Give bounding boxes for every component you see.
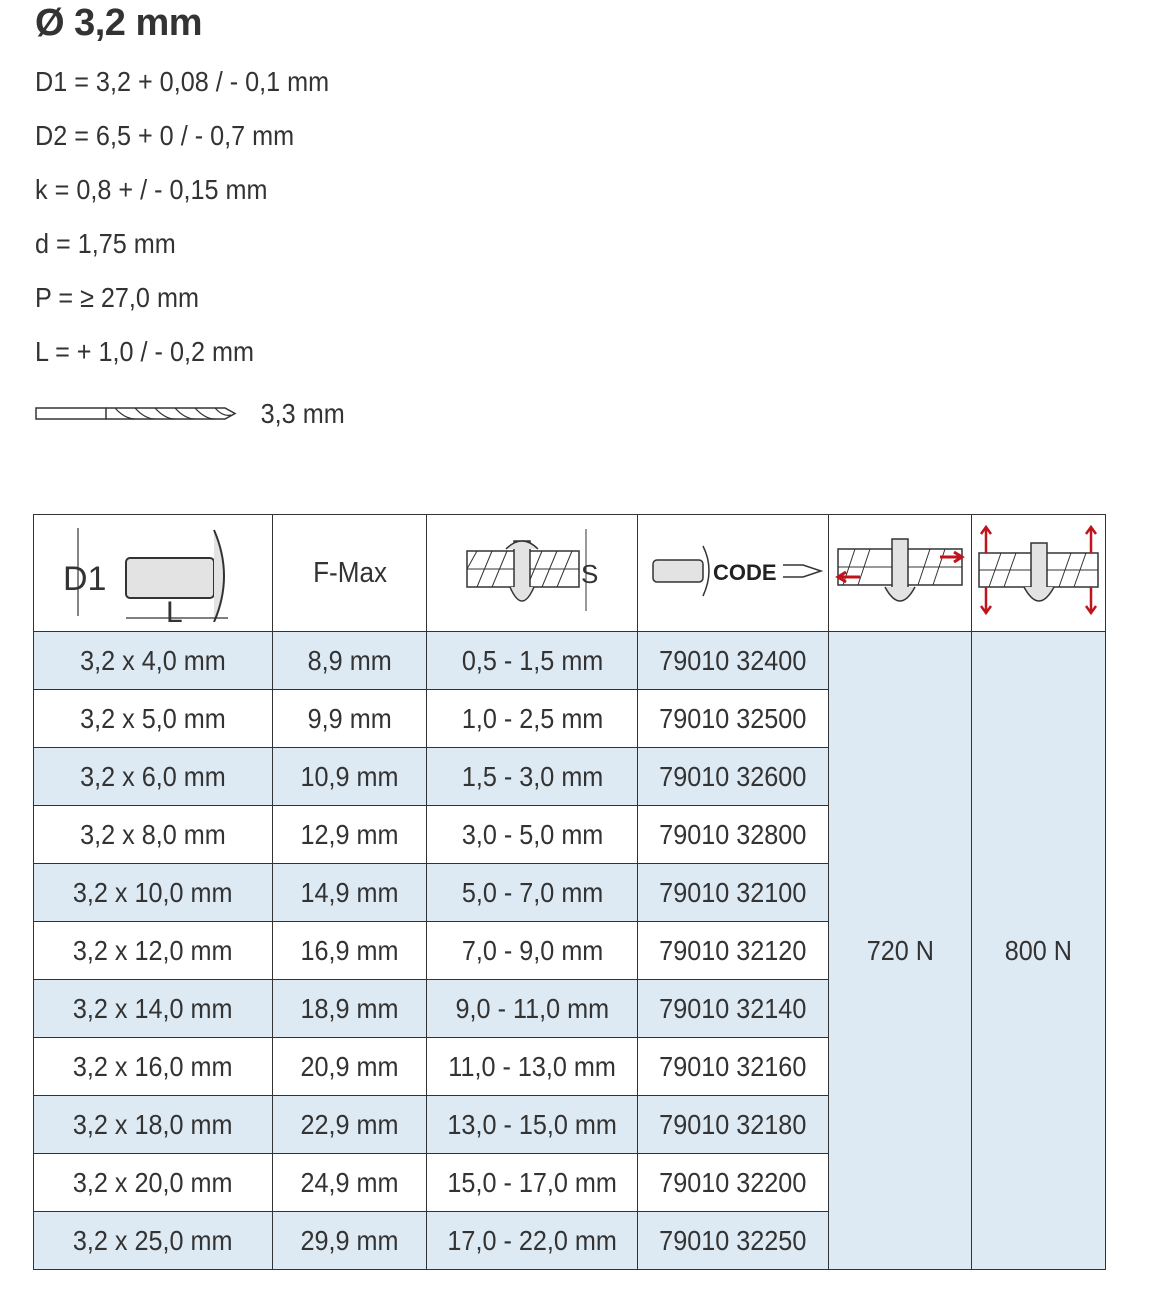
- cell-grip-range: 15,0 - 17,0 mm: [426, 1153, 639, 1212]
- cell-size: 3,2 x 14,0 mm: [33, 979, 273, 1038]
- cell-fmax: 16,9 mm: [271, 921, 428, 980]
- spec-line: L = + 1,0 / - 0,2 mm: [35, 336, 254, 367]
- cell-size: 3,2 x 12,0 mm: [33, 921, 273, 980]
- cell-fmax: 18,9 mm: [271, 979, 428, 1038]
- table-row: 3,2 x 20,0 mm 24,9 mm 15,0 - 17,0 mm 79010 …: [33, 1153, 1106, 1212]
- table-row: 3,2 x 16,0 mm 20,9 mm 11,0 - 13,0 mm 79010 …: [33, 1037, 1106, 1096]
- drill-bit-icon: [35, 407, 237, 420]
- rivet-dimension-icon: D1 L: [63, 527, 228, 629]
- table-row: 3,2 x 10,0 mm 14,9 mm 5,0 - 7,0 mm 79010 32…: [33, 863, 1106, 922]
- svg-text:L: L: [166, 596, 183, 622]
- cell-fmax: 29,9 mm: [271, 1211, 428, 1270]
- rivet-code-icon: CODE: [652, 545, 824, 596]
- table-row: 3,2 x 25,0 mm 29,9 mm 17,0 - 22,0 mm 79010 …: [33, 1211, 1106, 1270]
- header-shear: [828, 514, 972, 632]
- cell-fmax: 9,9 mm: [271, 689, 428, 748]
- cell-grip-range: 5,0 - 7,0 mm: [426, 863, 639, 922]
- cell-grip-range: 1,5 - 3,0 mm: [426, 747, 639, 806]
- cell-size: 3,2 x 18,0 mm: [33, 1095, 273, 1154]
- cell-size: 3,2 x 25,0 mm: [33, 1211, 273, 1270]
- cell-fmax: 22,9 mm: [271, 1095, 428, 1154]
- spec-line: d = 1,75 mm: [35, 228, 176, 259]
- cell-fmax: 12,9 mm: [271, 805, 428, 864]
- header-tensile: [970, 514, 1107, 632]
- cell-code: 79010 32250: [637, 1211, 830, 1270]
- header-fmax: F-Max: [271, 514, 428, 632]
- spec-line: P = ≥ 27,0 mm: [35, 282, 199, 313]
- svg-text:CODE: CODE: [713, 560, 777, 585]
- tensile-force-icon: [978, 524, 1099, 615]
- cell-size: 3,2 x 4,0 mm: [33, 631, 273, 690]
- table-row: 3,2 x 8,0 mm 12,9 mm 3,0 - 5,0 mm 79010 328…: [33, 805, 1106, 864]
- drill-size-label: 3,3 mm: [261, 398, 346, 429]
- cell-tensile-force: 800 N: [970, 631, 1107, 1270]
- cell-code: 79010 32140: [637, 979, 830, 1038]
- cell-code: 79010 32180: [637, 1095, 830, 1154]
- cell-grip-range: 1,0 - 2,5 mm: [426, 689, 639, 748]
- cell-code: 79010 32600: [637, 747, 830, 806]
- cell-code: 79010 32120: [637, 921, 830, 980]
- cell-fmax: 14,9 mm: [271, 863, 428, 922]
- cell-size: 3,2 x 16,0 mm: [33, 1037, 273, 1096]
- svg-text:S: S: [581, 559, 598, 589]
- cell-grip-range: 7,0 - 9,0 mm: [426, 921, 639, 980]
- cell-size: 3,2 x 8,0 mm: [33, 805, 273, 864]
- cell-size: 3,2 x 5,0 mm: [33, 689, 273, 748]
- cell-code: 79010 32100: [637, 863, 830, 922]
- cell-size: 3,2 x 20,0 mm: [33, 1153, 273, 1212]
- cell-grip-range: 13,0 - 15,0 mm: [426, 1095, 639, 1154]
- cell-size: 3,2 x 10,0 mm: [33, 863, 273, 922]
- table-row: 3,2 x 14,0 mm 18,9 mm 9,0 - 11,0 mm 79010 3…: [33, 979, 1106, 1038]
- cell-code: 79010 32500: [637, 689, 830, 748]
- cell-code: 79010 32400: [637, 631, 830, 690]
- cell-code: 79010 32200: [637, 1153, 830, 1212]
- cell-fmax: 24,9 mm: [271, 1153, 428, 1212]
- grip-range-icon: S: [466, 528, 599, 611]
- cell-fmax: 10,9 mm: [271, 747, 428, 806]
- cell-code: 79010 32800: [637, 805, 830, 864]
- header-code: CODE: [637, 514, 830, 632]
- page-title: Ø 3,2 mm: [35, 2, 203, 44]
- shear-force-icon: [835, 537, 965, 602]
- svg-text:D1: D1: [63, 560, 106, 598]
- cell-size: 3,2 x 6,0 mm: [33, 747, 273, 806]
- drill-size: 3,3 mm: [35, 398, 350, 430]
- cell-grip-range: 3,0 - 5,0 mm: [426, 805, 639, 864]
- cell-fmax: 20,9 mm: [271, 1037, 428, 1096]
- cell-code: 79010 32160: [637, 1037, 830, 1096]
- header-grip: S: [426, 514, 639, 632]
- table-row: 3,2 x 5,0 mm 9,9 mm 1,0 - 2,5 mm 79010 3250…: [33, 689, 1106, 748]
- rivet-table: D1 L F-Max S CODE: [33, 514, 1107, 1270]
- cell-fmax: 8,9 mm: [271, 631, 428, 690]
- table-row: 3,2 x 12,0 mm 16,9 mm 7,0 - 9,0 mm 79010 32…: [33, 921, 1106, 980]
- cell-grip-range: 17,0 - 22,0 mm: [426, 1211, 639, 1270]
- spec-line: k = 0,8 + / - 0,15 mm: [35, 174, 268, 205]
- cell-shear-force: 720 N: [828, 631, 972, 1270]
- table-row: 3,2 x 4,0 mm 8,9 mm 0,5 - 1,5 mm 79010 3240…: [33, 631, 1107, 1270]
- header-dimension: D1 L: [33, 514, 273, 632]
- table-row: 3,2 x 18,0 mm 22,9 mm 13,0 - 15,0 mm 79010 …: [33, 1095, 1106, 1154]
- cell-grip-range: 11,0 - 13,0 mm: [426, 1037, 639, 1096]
- cell-grip-range: 9,0 - 11,0 mm: [426, 979, 639, 1038]
- spec-line: D1 = 3,2 + 0,08 / - 0,1 mm: [35, 66, 330, 97]
- spec-line: D2 = 6,5 + 0 / - 0,7 mm: [35, 120, 295, 151]
- cell-grip-range: 0,5 - 1,5 mm: [426, 631, 639, 690]
